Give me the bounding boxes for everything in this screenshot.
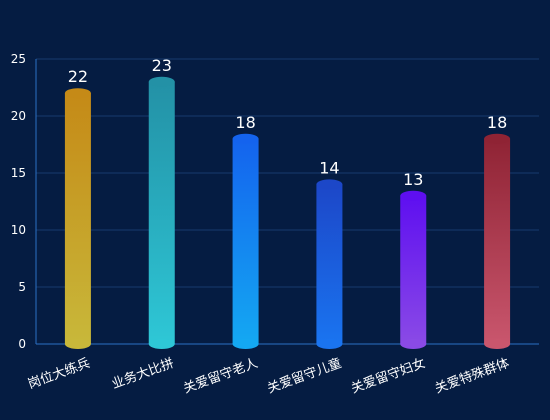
- bar-top-cap: [484, 133, 511, 144]
- bar-top-cap: [400, 190, 427, 201]
- axes: [35, 59, 539, 345]
- bar: [148, 81, 175, 345]
- bar-top-cap: [148, 76, 175, 87]
- y-tick-label: 10: [11, 223, 26, 237]
- value-label: 18: [487, 113, 507, 132]
- bar-top-cap: [64, 88, 91, 99]
- y-tick-label: 15: [11, 166, 26, 180]
- x-tick-label: 岗位大练兵: [26, 356, 92, 392]
- bar: [64, 93, 91, 344]
- gridlines: [36, 58, 539, 288]
- bar-top-cap: [316, 179, 343, 190]
- value-label: 13: [403, 170, 423, 189]
- value-label: 23: [152, 56, 172, 75]
- x-tick-label: 关爱留守儿童: [265, 355, 344, 397]
- y-tick-label: 25: [11, 52, 26, 66]
- x-tick-label: 关爱留守妇女: [349, 355, 428, 397]
- bar: [232, 138, 259, 344]
- bar-bottom-cap: [400, 339, 427, 349]
- x-tick-label: 业务大比拼: [110, 355, 177, 392]
- x-tick-label: 关爱特殊群体: [433, 356, 511, 397]
- bar-bottom-cap: [232, 339, 259, 349]
- x-tick-label: 关爱留守老人: [182, 356, 260, 397]
- bars: [64, 76, 511, 349]
- bar-bottom-cap: [316, 339, 343, 349]
- value-label: 18: [235, 113, 255, 132]
- bar-bottom-cap: [64, 339, 91, 349]
- bar-bottom-cap: [484, 339, 511, 349]
- bar: [316, 184, 343, 344]
- bar-bottom-cap: [148, 339, 175, 349]
- value-label: 14: [319, 158, 339, 177]
- bar-top-cap: [232, 133, 259, 144]
- y-tick-label: 0: [18, 337, 26, 351]
- bar: [484, 138, 511, 344]
- y-tick-label: 20: [11, 109, 26, 123]
- bar: [400, 195, 427, 344]
- value-label: 22: [68, 67, 88, 86]
- y-tick-label: 5: [18, 280, 26, 294]
